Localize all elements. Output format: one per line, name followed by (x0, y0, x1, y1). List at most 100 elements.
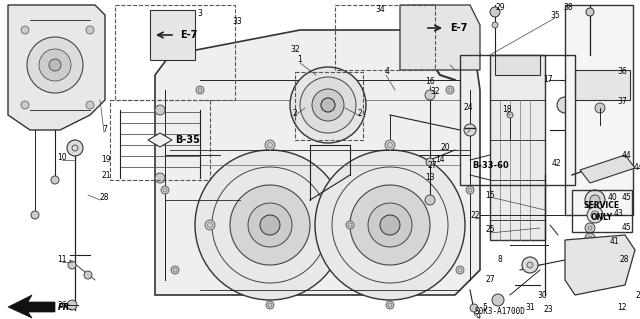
Circle shape (595, 103, 605, 113)
Text: 31: 31 (525, 303, 535, 313)
Circle shape (160, 23, 184, 47)
Text: 28: 28 (620, 256, 628, 264)
Circle shape (368, 203, 412, 247)
Text: 45: 45 (621, 194, 631, 203)
Polygon shape (148, 133, 172, 147)
Text: 33: 33 (232, 18, 242, 26)
Text: 13: 13 (425, 174, 435, 182)
Text: 8: 8 (498, 256, 502, 264)
Text: 26: 26 (57, 300, 67, 309)
Circle shape (67, 300, 77, 310)
Circle shape (51, 176, 59, 184)
Circle shape (155, 173, 165, 183)
Circle shape (446, 86, 454, 94)
Bar (572, 190, 632, 232)
Bar (460, 55, 575, 185)
Circle shape (312, 89, 344, 121)
Text: 44: 44 (633, 164, 640, 173)
Circle shape (195, 150, 345, 300)
Text: 7: 7 (102, 125, 108, 135)
Text: 20: 20 (440, 143, 450, 152)
Text: 32: 32 (290, 46, 300, 55)
Circle shape (266, 301, 274, 309)
Text: E-7: E-7 (180, 30, 197, 40)
Text: 17: 17 (543, 76, 553, 85)
Polygon shape (400, 5, 480, 70)
Circle shape (167, 30, 177, 40)
Circle shape (585, 190, 605, 210)
Text: 5: 5 (483, 303, 488, 313)
Text: 37: 37 (617, 98, 627, 107)
Text: 27: 27 (427, 160, 437, 169)
Text: 44: 44 (621, 152, 631, 160)
Circle shape (68, 261, 76, 269)
Circle shape (466, 186, 474, 194)
Circle shape (592, 77, 608, 93)
Text: 1: 1 (298, 56, 302, 64)
Text: ONLY: ONLY (591, 213, 613, 222)
Circle shape (585, 223, 595, 233)
Text: 21: 21 (101, 170, 111, 180)
Circle shape (350, 185, 430, 265)
Text: 2: 2 (292, 108, 298, 117)
Text: 36: 36 (617, 68, 627, 77)
Bar (565, 5, 633, 215)
Text: 4: 4 (385, 68, 389, 77)
Circle shape (248, 203, 292, 247)
Circle shape (385, 140, 395, 150)
Text: 22: 22 (470, 211, 480, 219)
Text: S0K3-A1700D: S0K3-A1700D (475, 308, 525, 316)
Circle shape (321, 98, 335, 112)
Circle shape (470, 304, 478, 312)
Polygon shape (575, 70, 630, 100)
Circle shape (386, 301, 394, 309)
Circle shape (380, 215, 400, 235)
Text: 35: 35 (550, 11, 560, 20)
Circle shape (161, 186, 169, 194)
Circle shape (426, 158, 434, 166)
Bar (110, 100, 210, 180)
Text: 3: 3 (198, 10, 202, 19)
Text: 32: 32 (430, 87, 440, 97)
Circle shape (196, 86, 204, 94)
Circle shape (84, 271, 92, 279)
Circle shape (205, 220, 215, 230)
Circle shape (590, 195, 600, 205)
Circle shape (290, 67, 366, 143)
Circle shape (527, 262, 533, 268)
Text: 14: 14 (435, 155, 445, 165)
Circle shape (86, 101, 94, 109)
Circle shape (67, 140, 83, 156)
Circle shape (585, 233, 595, 243)
Text: 15: 15 (485, 190, 495, 199)
Text: 42: 42 (551, 159, 561, 167)
Text: 18: 18 (502, 106, 512, 115)
Text: 25: 25 (485, 226, 495, 234)
Circle shape (155, 105, 165, 115)
Circle shape (425, 90, 435, 100)
Text: 11: 11 (57, 256, 67, 264)
Bar (490, 55, 545, 240)
Text: 29: 29 (635, 291, 640, 300)
Text: B-35: B-35 (175, 135, 200, 145)
Text: 28: 28 (99, 192, 109, 202)
Text: 40: 40 (607, 194, 617, 203)
Text: 45: 45 (621, 224, 631, 233)
Circle shape (260, 215, 280, 235)
Text: 12: 12 (617, 303, 627, 313)
Text: 23: 23 (543, 306, 553, 315)
Circle shape (21, 101, 29, 109)
Circle shape (490, 7, 500, 17)
Circle shape (86, 26, 94, 34)
Circle shape (507, 112, 513, 118)
Circle shape (589, 254, 601, 266)
Circle shape (585, 243, 595, 253)
Bar (335, 5, 435, 70)
Circle shape (586, 8, 594, 16)
Text: 30: 30 (537, 291, 547, 300)
Circle shape (425, 195, 435, 205)
Text: 29: 29 (495, 4, 505, 12)
Circle shape (27, 37, 83, 93)
Text: E-7: E-7 (450, 23, 467, 33)
Text: FR.: FR. (58, 302, 74, 311)
